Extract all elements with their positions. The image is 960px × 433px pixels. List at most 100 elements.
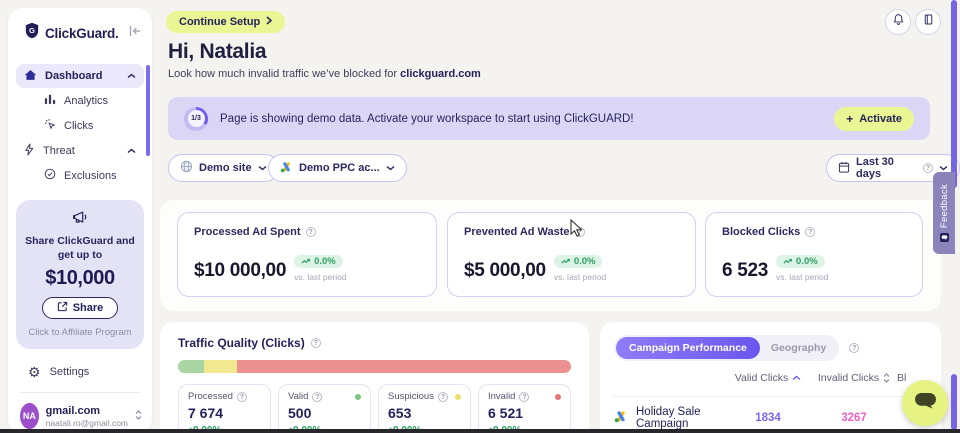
share-button[interactable]: Share	[41, 297, 119, 319]
ppc-account-dropdown[interactable]: Demo PPC ac...	[268, 154, 407, 182]
sidebar-collapse-button[interactable]	[128, 24, 142, 42]
share-title-line2: get up to	[57, 249, 103, 261]
calendar-icon	[838, 161, 850, 176]
sort-asc-icon	[792, 375, 801, 381]
info-icon[interactable]: ?	[437, 391, 448, 402]
svg-text:G: G	[29, 26, 35, 35]
book-icon	[922, 13, 935, 31]
column-valid-clicks[interactable]: Valid Clicks	[725, 372, 811, 384]
trend-zigzag-icon	[301, 258, 311, 264]
sidebar-divider	[20, 392, 140, 393]
metric-card-processed: Processed? 7 674 ↑0.00%	[178, 384, 271, 433]
sidebar-item-exclusions[interactable]: Exclusions	[8, 163, 152, 188]
feedback-tab[interactable]: Feedback	[933, 172, 955, 254]
settings-label: Settings	[49, 366, 90, 378]
cursor-click-icon	[44, 118, 56, 133]
gear-icon: ⚙	[28, 364, 41, 380]
metric-label: Processed	[188, 391, 233, 402]
chat-widget-button[interactable]	[902, 380, 948, 426]
page-subtitle: Look how much invalid traffic we’ve bloc…	[168, 68, 481, 80]
feedback-bubble-icon	[939, 233, 949, 243]
trend-value: 0.0%	[314, 256, 336, 267]
page-scrollbar-thumb[interactable]	[951, 0, 957, 188]
stat-label: Prevented Ad Waste	[464, 226, 570, 238]
trend-value: 0.0%	[573, 256, 596, 267]
info-icon[interactable]: ?	[305, 227, 316, 237]
table-row[interactable]: Holiday Sale Campaign 1834 3267	[614, 406, 927, 430]
subtitle-text: Look how much invalid traffic we’ve bloc…	[168, 68, 401, 80]
metric-value: 6 521	[488, 405, 524, 421]
metric-label: Valid	[288, 391, 309, 402]
megaphone-icon	[71, 211, 89, 229]
table-scrollbar-thumb[interactable]	[951, 374, 957, 430]
chevron-down-icon	[258, 162, 267, 174]
campaign-tabs: Campaign Performance Geography	[614, 335, 840, 361]
sidebar-item-clicks[interactable]: Clicks	[8, 113, 152, 138]
plus-icon: +	[846, 111, 854, 126]
window-bottom-edge	[0, 429, 960, 433]
globe-icon	[180, 160, 193, 176]
info-icon[interactable]: ?	[310, 338, 321, 348]
stat-card-processed-ad-spent: Processed Ad Spent? $10 000,00 0.0% vs. …	[177, 212, 437, 297]
sidebar-item-label: Dashboard	[45, 70, 103, 82]
help-icon: ?	[923, 163, 933, 173]
site-filter-dropdown[interactable]: Demo site	[168, 154, 279, 182]
share-amount: $10,000	[45, 267, 115, 289]
demo-data-banner: 1/3 Page is showing demo data. Activate …	[168, 97, 930, 140]
metric-value: 500	[288, 405, 312, 421]
sidebar-item-label: Analytics	[64, 94, 109, 107]
sidebar-item-label: Clicks	[64, 119, 94, 132]
account-switcher[interactable]: NA gmail.com naatali.ro@gmail.com	[8, 393, 152, 429]
tab-campaign-performance[interactable]: Campaign Performance	[616, 337, 760, 359]
info-icon[interactable]: ?	[849, 343, 860, 353]
info-icon[interactable]: ?	[519, 391, 530, 402]
chevron-up-icon	[127, 70, 136, 82]
activate-button[interactable]: + Activate	[834, 106, 914, 131]
campaign-performance-card: Campaign Performance Geography ? Valid C…	[600, 322, 941, 433]
stat-value: 6 523	[722, 260, 769, 281]
invalid-clicks-value[interactable]: 3267	[841, 412, 867, 424]
info-icon[interactable]: ?	[236, 391, 247, 402]
chevron-down-icon	[386, 162, 395, 174]
traffic-quality-bar	[178, 360, 571, 373]
chevron-right-icon	[266, 16, 273, 28]
trend-zigzag-icon	[783, 258, 792, 264]
column-blocked-clicks[interactable]: Bl	[897, 372, 907, 384]
column-invalid-clicks[interactable]: Invalid Clicks	[811, 372, 897, 384]
account-email: naatali.ro@gmail.com	[45, 417, 128, 428]
status-dot	[455, 394, 461, 400]
stat-value: $5 000,00	[464, 260, 546, 281]
docs-button[interactable]	[915, 9, 941, 35]
lightning-bolt-icon	[24, 142, 35, 159]
affiliate-program-link[interactable]: Click to Affiliate Program	[28, 327, 132, 338]
info-icon[interactable]: ?	[574, 227, 585, 237]
kpi-panel: Processed Ad Spent? $10 000,00 0.0% vs. …	[160, 200, 941, 311]
sidebar-item-settings[interactable]: ⚙ Settings	[8, 365, 152, 379]
sidebar-item-dashboard[interactable]: Dashboard	[16, 64, 144, 88]
sidebar-item-analytics[interactable]: Analytics	[8, 88, 152, 113]
metric-value: 7 674	[188, 405, 224, 421]
notifications-button[interactable]	[885, 9, 911, 35]
page-title: Hi, Natalia	[168, 40, 267, 63]
brand-name: ClickGuard.	[45, 25, 119, 41]
column-label: Valid Clicks	[734, 372, 789, 384]
status-dot	[555, 394, 561, 400]
trend-value: 0.0%	[796, 256, 818, 267]
feedback-label: Feedback	[938, 183, 950, 229]
valid-clicks-value[interactable]: 1834	[755, 412, 781, 424]
sidebar: G ClickGuard. Dashboard	[8, 8, 152, 433]
tab-geography[interactable]: Geography	[770, 342, 827, 354]
sidebar-nav: Dashboard Analytics Clicks	[8, 64, 152, 188]
info-icon[interactable]: ?	[805, 227, 816, 237]
campaign-name: Holiday Sale Campaign	[636, 406, 701, 430]
ppc-account-value: Demo PPC ac...	[299, 162, 380, 174]
info-icon[interactable]: ?	[312, 391, 323, 402]
share-button-label: Share	[72, 302, 104, 314]
metric-card-valid: Valid? 500 ↑0.00%	[278, 384, 371, 433]
continue-setup-label: Continue Setup	[179, 16, 261, 28]
subtitle-domain: clickguard.com	[400, 68, 481, 80]
sidebar-item-threat[interactable]: Threat	[8, 138, 152, 163]
continue-setup-button[interactable]: Continue Setup	[166, 11, 286, 33]
sidebar-scrollbar-thumb[interactable]	[146, 65, 150, 156]
activate-label: Activate	[859, 112, 902, 125]
